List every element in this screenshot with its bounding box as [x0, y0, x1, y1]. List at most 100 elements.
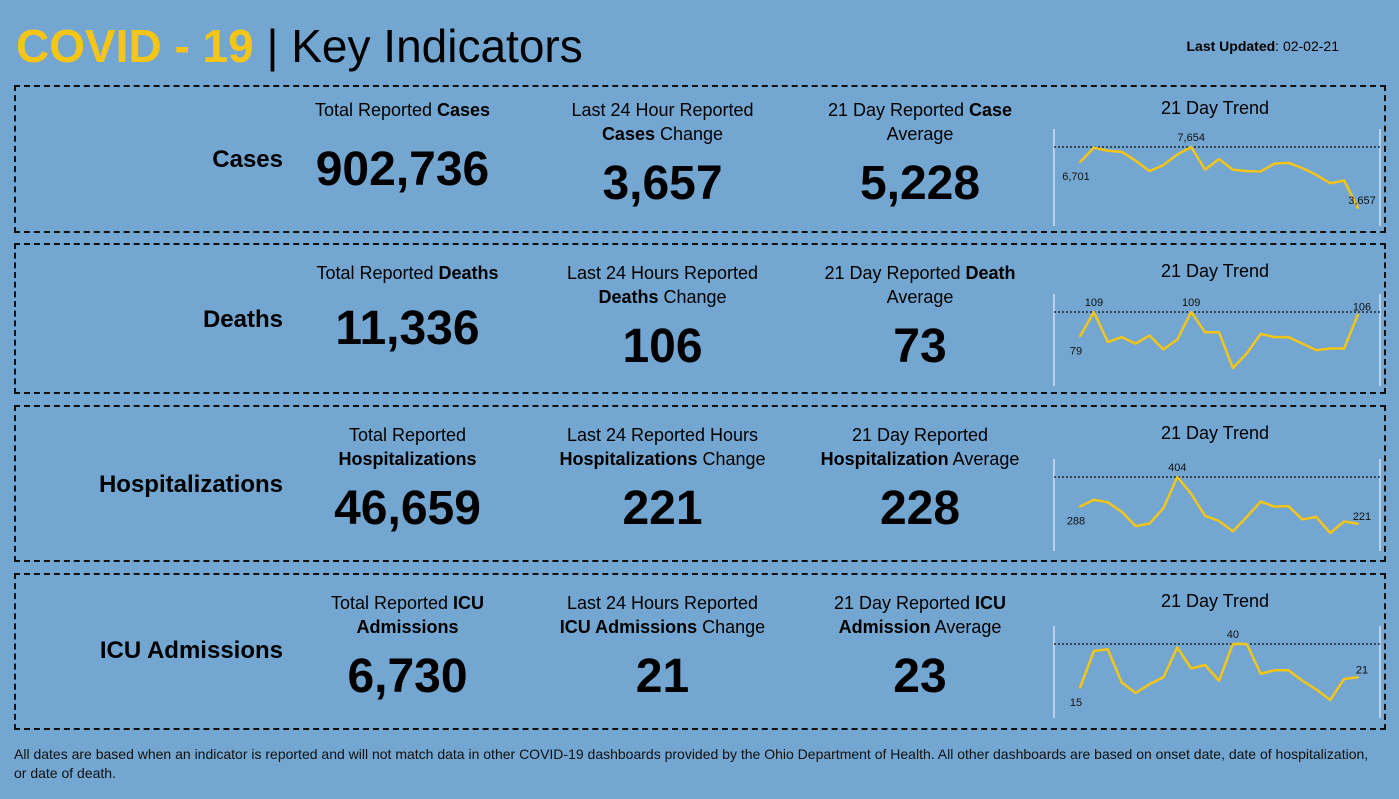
total-hosp-label-bold: Hospitalizations [338, 449, 477, 469]
sparkline-point [1134, 342, 1137, 345]
sparkline-point [1162, 164, 1165, 167]
footer-note: All dates are based when an indicator is… [14, 746, 1369, 781]
sparkline-point [1287, 336, 1290, 339]
sparkline-trend-line [1078, 310, 1360, 370]
avg-deaths-label-2: Average [886, 287, 954, 307]
change-cases-value: 3,657 [602, 157, 723, 210]
row-name-deaths: Deaths [202, 306, 283, 333]
sparkline-point [1231, 643, 1234, 645]
avg-cases-label-bold: Case [969, 100, 1013, 120]
sparkline-point [1106, 648, 1109, 651]
change-deaths-block: Last 24 Hours Reported Deaths Change 106 [540, 261, 785, 374]
sparkline-point [1162, 676, 1165, 679]
sparkline-last-label: 106 [1353, 301, 1371, 313]
sparkline-point [1357, 313, 1359, 316]
sparkline-trend-line [1079, 475, 1359, 535]
total-deaths-block: Total Reported Deaths 11,336 [290, 261, 525, 356]
total-hosp-label: Total Reported [348, 425, 467, 445]
panel-icu [14, 573, 1386, 730]
sparkline-point [1343, 179, 1346, 182]
sparkline-point [1273, 505, 1276, 508]
sparkline-point [1245, 352, 1248, 355]
change-cases-label-bold: Cases [601, 124, 655, 144]
sparkline-point [1204, 331, 1207, 334]
sparkline-cases: 6,701 7,654 3,657 [1053, 129, 1381, 226]
sparkline-point [1329, 182, 1332, 185]
sparkline-point [1134, 525, 1137, 528]
sparkline-point [1190, 146, 1193, 148]
avg-deaths-label-bold: Death [965, 263, 1016, 283]
sparkline-point [1301, 679, 1304, 682]
sparkline-last-label: 21 [1356, 664, 1368, 676]
sparkline-point [1343, 678, 1346, 680]
sparkline-point [1079, 505, 1081, 508]
avg-deaths-label: 21 Day Reported [824, 263, 966, 283]
avg-icu-label: 21 Day Reported [833, 593, 976, 613]
sparkline-point [1148, 522, 1151, 525]
sparkline-point [1148, 170, 1151, 173]
sparkline-point [1120, 150, 1123, 153]
sparkline-point [1106, 501, 1109, 504]
change-icu-label-bold: ICU Admissions [559, 617, 698, 637]
avg-cases-label-2: Average [886, 124, 954, 144]
row-name-cases: Cases [212, 146, 283, 173]
sparkline-point [1176, 338, 1179, 341]
panel-deaths [14, 243, 1386, 394]
sparkline-point [1134, 692, 1137, 694]
sparkline-icu: 15 40 21 [1053, 626, 1381, 718]
sparkline-point [1162, 507, 1165, 510]
avg-deaths-block: 21 Day Reported Death Average 73 [800, 261, 1040, 374]
sparkline-point [1329, 532, 1332, 534]
change-deaths-label-bold: Deaths [598, 287, 659, 307]
trend-title-hospitalizations: 21 Day Trend [1160, 423, 1270, 443]
total-deaths-value: 11,336 [335, 302, 480, 355]
sparkline-point [1092, 650, 1095, 652]
avg-hosp-block: 21 Day Reported Hospitalization Average … [800, 423, 1040, 536]
sparkline-point [1204, 168, 1207, 171]
change-deaths-label-1: Last 24 Hours Reported [566, 263, 759, 283]
avg-icu-block: 21 Day Reported ICU Admission Average 23 [800, 591, 1040, 704]
change-hosp-label-bold: Hospitalizations [559, 449, 698, 469]
row-name-hospitalizations: Hospitalizations [98, 471, 283, 498]
sparkline-point [1287, 505, 1290, 508]
sparkline-max-label: 109 [1085, 297, 1103, 309]
sparkline-point [1329, 347, 1332, 350]
sparkline-point [1343, 520, 1346, 523]
total-icu-block: Total Reported ICU Admissions 6,730 [290, 591, 525, 704]
sparkline-point [1315, 515, 1318, 518]
sparkline-point [1134, 159, 1137, 162]
sparkline-point [1106, 341, 1109, 344]
sparkline-point [1273, 669, 1276, 672]
sparkline-deaths: 79 109 109 106 [1053, 294, 1381, 386]
total-icu-label-bold-2: Admissions [356, 617, 459, 637]
sparkline-point [1231, 367, 1234, 369]
sparkline-point [1315, 349, 1318, 352]
sparkline-point [1176, 476, 1179, 478]
sparkline-trend-line [1079, 145, 1360, 209]
sparkline-point [1301, 342, 1304, 345]
sparkline-max-label: 7,654 [1177, 132, 1205, 144]
sparkline-point [1176, 646, 1179, 649]
panel-hospitalizations [14, 405, 1386, 562]
change-icu-label-1: Last 24 Hours Reported [566, 593, 759, 613]
sparkline-point [1218, 158, 1220, 161]
total-icu-label-bold: ICU [453, 593, 485, 613]
sparkline-point [1079, 335, 1081, 338]
sparkline-max2-label: 109 [1182, 297, 1200, 309]
total-icu-value: 6,730 [347, 650, 468, 703]
avg-icu-label-bold: ICU [975, 593, 1007, 613]
sparkline-point [1329, 699, 1332, 701]
sparkline-point [1231, 530, 1234, 533]
total-icu-label: Total Reported [330, 593, 454, 613]
sparkline-point [1218, 519, 1220, 522]
sparkline-point [1190, 311, 1193, 313]
total-deaths-label: Total Reported [316, 263, 439, 283]
avg-hosp-label: 21 Day Reported [851, 425, 989, 445]
sparkline-point [1204, 514, 1207, 517]
sparkline-point [1218, 331, 1220, 334]
sparkline-point [1162, 348, 1165, 351]
sparkline-point [1079, 686, 1081, 689]
change-hosp-label-2: Change [697, 449, 766, 469]
sparkline-point [1190, 492, 1193, 495]
change-cases-block: Last 24 Hour Reported Cases Change 3,657 [540, 98, 785, 211]
